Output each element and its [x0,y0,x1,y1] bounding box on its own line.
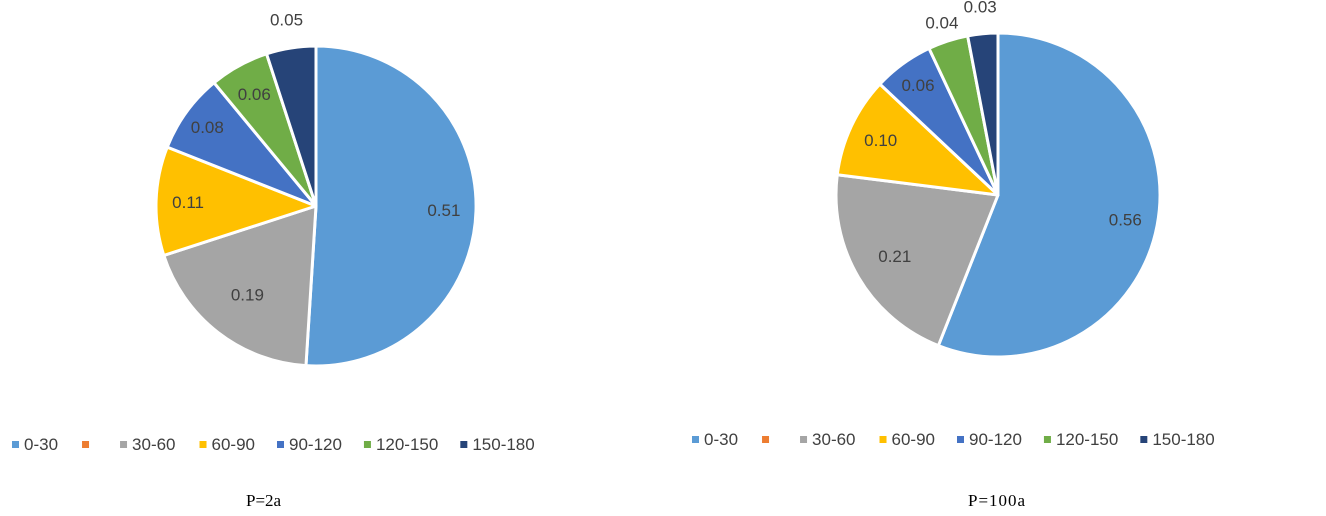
pie-chart-p2a: 0.51 0.19 0.11 0.08 0.06 0.05 [154,11,478,368]
pie-slice-150-180 [265,44,318,208]
pie-slice-60-90 [154,145,318,257]
legend-label-120-150: 120-150 [376,435,438,454]
legend-swatch-120-150 [363,441,371,448]
pie-slice-0-30 [304,44,478,368]
legend-swatch-unlabeled [82,441,90,448]
legend-label-60-90: 60-90 [212,435,255,454]
data-label-150-180: 0.03 [964,0,997,16]
legend-label-150-180: 150-180 [472,435,534,454]
data-label-150-180: 0.05 [270,11,303,30]
legend-swatch-150-180 [1140,436,1148,443]
data-label-120-150: 0.04 [925,13,958,32]
pie-slice-60-90 [835,82,1000,197]
legend-label-30-60: 30-60 [132,435,175,454]
data-label-120-150: 0.06 [238,85,271,104]
legend-label-90-120: 90-120 [969,430,1022,449]
data-label-0-30: 0.56 [1109,210,1142,229]
legend-swatch-0-30 [12,441,19,448]
legend-label-60-90: 60-90 [892,430,935,449]
legend-label-0-30: 0-30 [24,435,58,454]
pie-slice-30-60 [162,204,318,368]
data-label-30-60: 0.21 [878,247,911,266]
caption-p100a: P=100a [968,491,1027,510]
legend-label-90-120: 90-120 [289,435,342,454]
legend-swatch-120-150 [1043,436,1051,443]
legend-swatch-0-30 [692,436,699,443]
legend-p100a: 0-30 30-60 60-90 90-120 120-150 150-180 [692,430,1215,449]
pie-slice-30-60 [834,173,1000,348]
legend-swatch-unlabeled [762,436,770,443]
data-label-60-90: 0.11 [172,193,204,212]
legend-label-120-150: 120-150 [1056,430,1118,449]
pie-chart-p100a: 0.56 0.21 0.10 0.06 0.04 0.03 [834,0,1162,359]
pie-slice-0-30 [936,31,1162,359]
legend-swatch-90-120 [277,441,284,448]
legend-p2a: 0-30 30-60 60-90 90-120 120-150 150-180 [12,435,535,454]
data-label-90-120: 0.08 [191,118,224,137]
legend-swatch-60-90 [879,436,887,443]
caption-p2a: P=2a [246,491,282,510]
legend-swatch-150-180 [460,441,468,448]
legend-label-0-30: 0-30 [704,430,738,449]
legend-swatch-60-90 [199,441,207,448]
legend-swatch-30-60 [120,441,128,448]
legend-swatch-30-60 [800,436,808,443]
data-label-90-120: 0.06 [901,76,934,95]
data-label-30-60: 0.19 [231,286,264,305]
legend-label-30-60: 30-60 [812,430,855,449]
legend-label-150-180: 150-180 [1152,430,1214,449]
data-label-60-90: 0.10 [864,131,897,150]
legend-swatch-90-120 [957,436,964,443]
data-label-0-30: 0.51 [427,201,460,220]
pie-slice-150-180 [966,31,1000,197]
